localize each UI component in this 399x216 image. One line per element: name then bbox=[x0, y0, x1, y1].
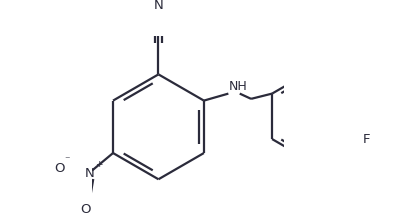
Text: N: N bbox=[154, 0, 163, 12]
Text: O: O bbox=[81, 203, 91, 216]
Text: O: O bbox=[55, 162, 65, 175]
Text: +: + bbox=[95, 160, 102, 169]
Text: F: F bbox=[363, 133, 371, 146]
Text: ⁻: ⁻ bbox=[64, 155, 69, 165]
Text: NH: NH bbox=[229, 80, 248, 93]
Text: N: N bbox=[85, 167, 94, 180]
